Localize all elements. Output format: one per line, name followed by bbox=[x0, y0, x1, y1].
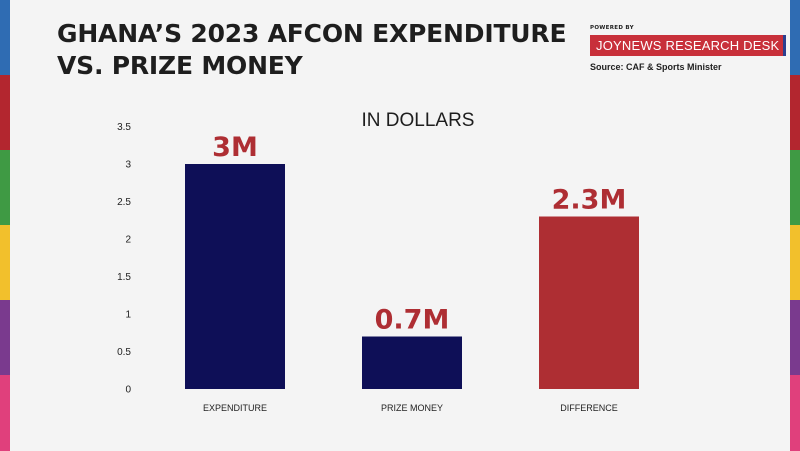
brand-block: POWERED BY JOYNEWS RESEARCH DESK Source:… bbox=[590, 25, 787, 72]
y-tick-label: 3.5 bbox=[117, 122, 131, 133]
right-color-stripe bbox=[790, 0, 800, 451]
title-line-2: VS. PRIZE MONEY bbox=[57, 51, 303, 80]
bar-difference bbox=[539, 216, 639, 389]
edge-stripe-segment bbox=[790, 375, 800, 451]
y-tick-label: 0 bbox=[125, 385, 131, 396]
powered-by-label: POWERED BY bbox=[590, 25, 634, 31]
category-label: PRIZE MONEY bbox=[381, 403, 443, 413]
bar-prize-money bbox=[362, 336, 462, 389]
edge-stripe-segment bbox=[790, 0, 800, 76]
source-note: Source: CAF & Sports Minister bbox=[590, 62, 722, 72]
data-label: 0.7M bbox=[375, 305, 450, 336]
data-label: 2.3M bbox=[552, 185, 627, 216]
data-label: 3M bbox=[212, 132, 258, 163]
bars: 3M EXPENDITURE 0.7M PRIZE MONEY 2.3M DIFFEREN… bbox=[185, 132, 639, 413]
y-tick-label: 0.5 bbox=[117, 347, 131, 358]
chart-subtitle: IN DOLLARS bbox=[362, 110, 475, 131]
y-tick-label: 3 bbox=[125, 160, 131, 171]
edge-stripe-segment bbox=[0, 75, 10, 151]
category-label: DIFFERENCE bbox=[560, 403, 618, 413]
y-axis: 0 0.5 1 1.5 2 2.5 3 3.5 bbox=[117, 122, 131, 396]
edge-stripe-segment bbox=[0, 150, 10, 226]
page-title: GHANA’S 2023 AFCON EXPENDITURE VS. PRIZE… bbox=[57, 18, 567, 82]
title-line-1: GHANA’S 2023 AFCON EXPENDITURE bbox=[57, 19, 567, 48]
y-tick-label: 2 bbox=[125, 235, 131, 246]
edge-stripe-segment bbox=[0, 0, 10, 76]
edge-stripe-segment bbox=[790, 150, 800, 226]
y-tick-label: 1.5 bbox=[117, 272, 131, 283]
brand-badge: JOYNEWS RESEARCH DESK bbox=[590, 35, 787, 56]
edge-stripe-segment bbox=[790, 75, 800, 151]
edge-stripe-segment bbox=[0, 375, 10, 451]
category-label: EXPENDITURE bbox=[203, 403, 267, 413]
edge-stripe-segment bbox=[790, 300, 800, 376]
edge-stripe-segment bbox=[790, 225, 800, 301]
bar-expenditure bbox=[185, 164, 285, 389]
y-tick-label: 1 bbox=[125, 310, 131, 321]
edge-stripe-segment bbox=[0, 300, 10, 376]
left-color-stripe bbox=[0, 0, 10, 451]
edge-stripe-segment bbox=[0, 225, 10, 301]
y-tick-label: 2.5 bbox=[117, 197, 131, 208]
